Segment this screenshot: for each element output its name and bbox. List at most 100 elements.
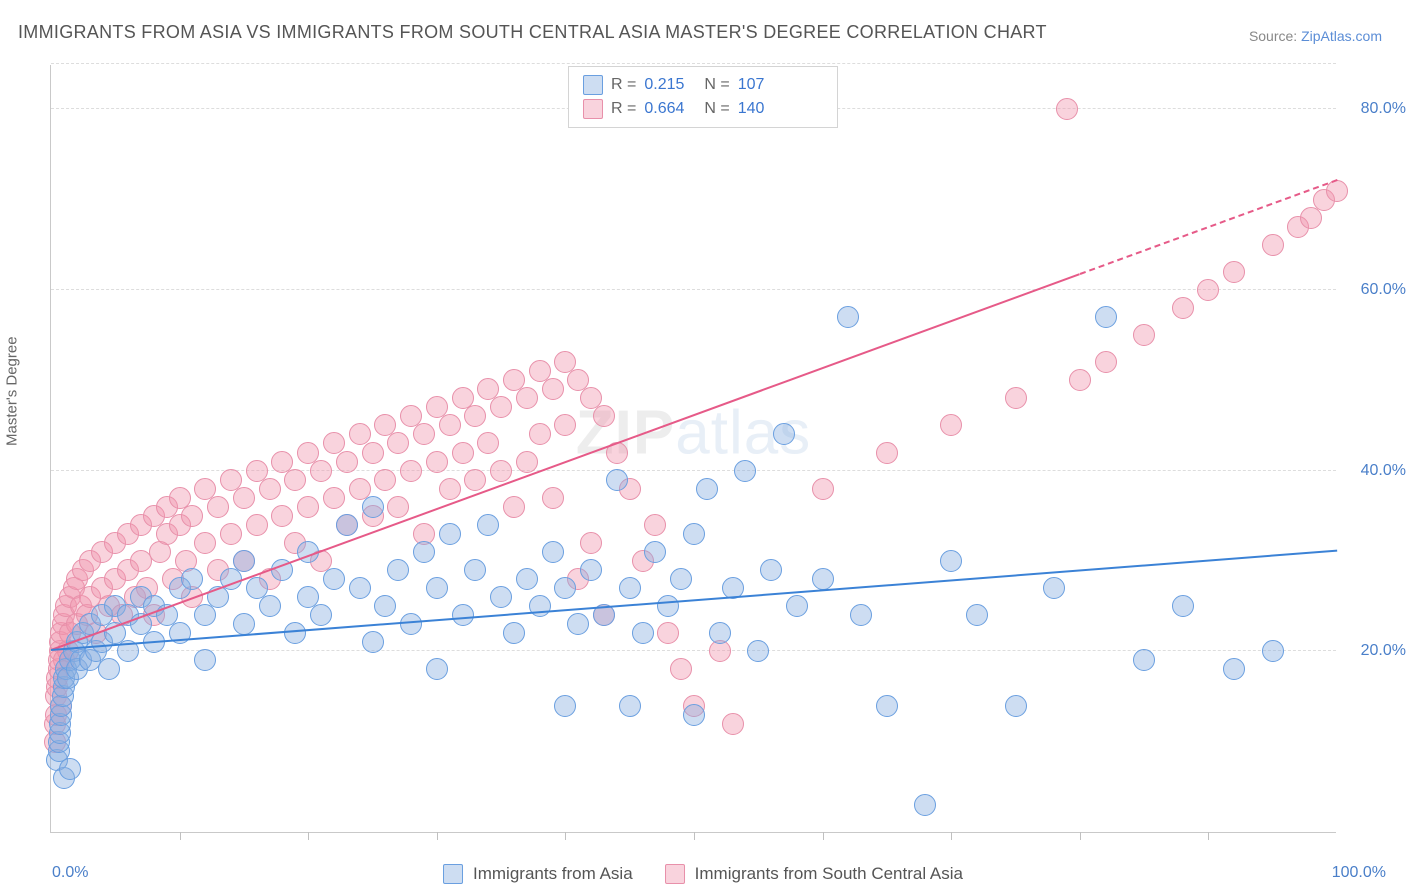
point-series-b — [310, 460, 332, 482]
point-series-b — [284, 469, 306, 491]
gridline — [51, 470, 1336, 471]
legend-stats-box: R = 0.215 N = 107 R = 0.664 N = 140 — [568, 66, 838, 128]
point-series-a — [181, 568, 203, 590]
bottom-legend: Immigrants from Asia Immigrants from Sou… — [443, 864, 963, 884]
point-series-a — [1043, 577, 1065, 599]
point-series-b — [387, 432, 409, 454]
y-axis-label: Master's Degree — [4, 336, 21, 446]
point-series-a — [1095, 306, 1117, 328]
x-tick — [437, 832, 438, 840]
point-series-a — [349, 577, 371, 599]
point-series-b — [220, 523, 242, 545]
point-series-a — [850, 604, 872, 626]
point-series-a — [233, 550, 255, 572]
source-label: Source: — [1249, 28, 1297, 44]
chart-title: IMMIGRANTS FROM ASIA VS IMMIGRANTS FROM … — [18, 22, 1047, 43]
point-series-b — [439, 414, 461, 436]
point-series-b — [1262, 234, 1284, 256]
point-series-a — [362, 631, 384, 653]
swatch-series-b — [583, 99, 603, 119]
point-series-b — [1300, 207, 1322, 229]
point-series-b — [452, 442, 474, 464]
point-series-a — [194, 604, 216, 626]
point-series-b — [464, 469, 486, 491]
point-series-a — [336, 514, 358, 536]
point-series-a — [966, 604, 988, 626]
point-series-a — [477, 514, 499, 536]
source-link[interactable]: ZipAtlas.com — [1301, 28, 1382, 44]
x-tick — [1080, 832, 1081, 840]
point-series-b — [670, 658, 692, 680]
gridline — [51, 289, 1336, 290]
point-series-b — [194, 532, 216, 554]
point-series-a — [1172, 595, 1194, 617]
point-series-b — [490, 396, 512, 418]
point-series-a — [284, 622, 306, 644]
point-series-b — [233, 487, 255, 509]
point-series-a — [426, 577, 448, 599]
point-series-a — [657, 595, 679, 617]
point-series-b — [542, 378, 564, 400]
point-series-a — [632, 622, 654, 644]
x-tick — [1208, 832, 1209, 840]
point-series-a — [619, 577, 641, 599]
point-series-a — [194, 649, 216, 671]
point-series-a — [567, 613, 589, 635]
point-series-b — [246, 514, 268, 536]
point-series-b — [1069, 369, 1091, 391]
point-series-a — [516, 568, 538, 590]
point-series-a — [812, 568, 834, 590]
y-tick-label: 80.0% — [1346, 100, 1406, 118]
point-series-b — [812, 478, 834, 500]
point-series-b — [336, 451, 358, 473]
point-series-a — [1262, 640, 1284, 662]
point-series-b — [1056, 98, 1078, 120]
point-series-b — [554, 414, 576, 436]
point-series-a — [554, 577, 576, 599]
point-series-b — [580, 532, 602, 554]
point-series-a — [490, 586, 512, 608]
scatter-plot-area: ZIPatlas 20.0%40.0%60.0%80.0% — [50, 65, 1336, 833]
point-series-b — [657, 622, 679, 644]
point-series-a — [439, 523, 461, 545]
point-series-b — [503, 496, 525, 518]
x-axis-max-label: 100.0% — [1332, 864, 1386, 882]
point-series-a — [233, 613, 255, 635]
point-series-b — [1095, 351, 1117, 373]
point-series-a — [374, 595, 396, 617]
point-series-a — [876, 695, 898, 717]
legend-stats-row-a: R = 0.215 N = 107 — [583, 73, 823, 97]
point-series-a — [747, 640, 769, 662]
swatch-series-a — [583, 75, 603, 95]
point-series-a — [503, 622, 525, 644]
point-series-b — [529, 423, 551, 445]
point-series-a — [1223, 658, 1245, 680]
source-credit: Source: ZipAtlas.com — [1249, 28, 1382, 44]
point-series-a — [323, 568, 345, 590]
point-series-a — [362, 496, 384, 518]
point-series-a — [696, 478, 718, 500]
point-series-b — [940, 414, 962, 436]
point-series-a — [413, 541, 435, 563]
point-series-a — [773, 423, 795, 445]
point-series-a — [644, 541, 666, 563]
point-series-a — [619, 695, 641, 717]
point-series-a — [580, 559, 602, 581]
point-series-a — [400, 613, 422, 635]
point-series-b — [387, 496, 409, 518]
legend-stats-row-b: R = 0.664 N = 140 — [583, 97, 823, 121]
swatch-series-b — [665, 864, 685, 884]
point-series-b — [207, 496, 229, 518]
point-series-b — [1197, 279, 1219, 301]
y-tick-label: 60.0% — [1346, 281, 1406, 299]
x-tick — [823, 832, 824, 840]
point-series-a — [670, 568, 692, 590]
y-tick-label: 40.0% — [1346, 462, 1406, 480]
point-series-b — [1223, 261, 1245, 283]
point-series-b — [464, 405, 486, 427]
point-series-a — [464, 559, 486, 581]
x-tick — [951, 832, 952, 840]
point-series-b — [413, 423, 435, 445]
point-series-b — [426, 451, 448, 473]
point-series-a — [452, 604, 474, 626]
